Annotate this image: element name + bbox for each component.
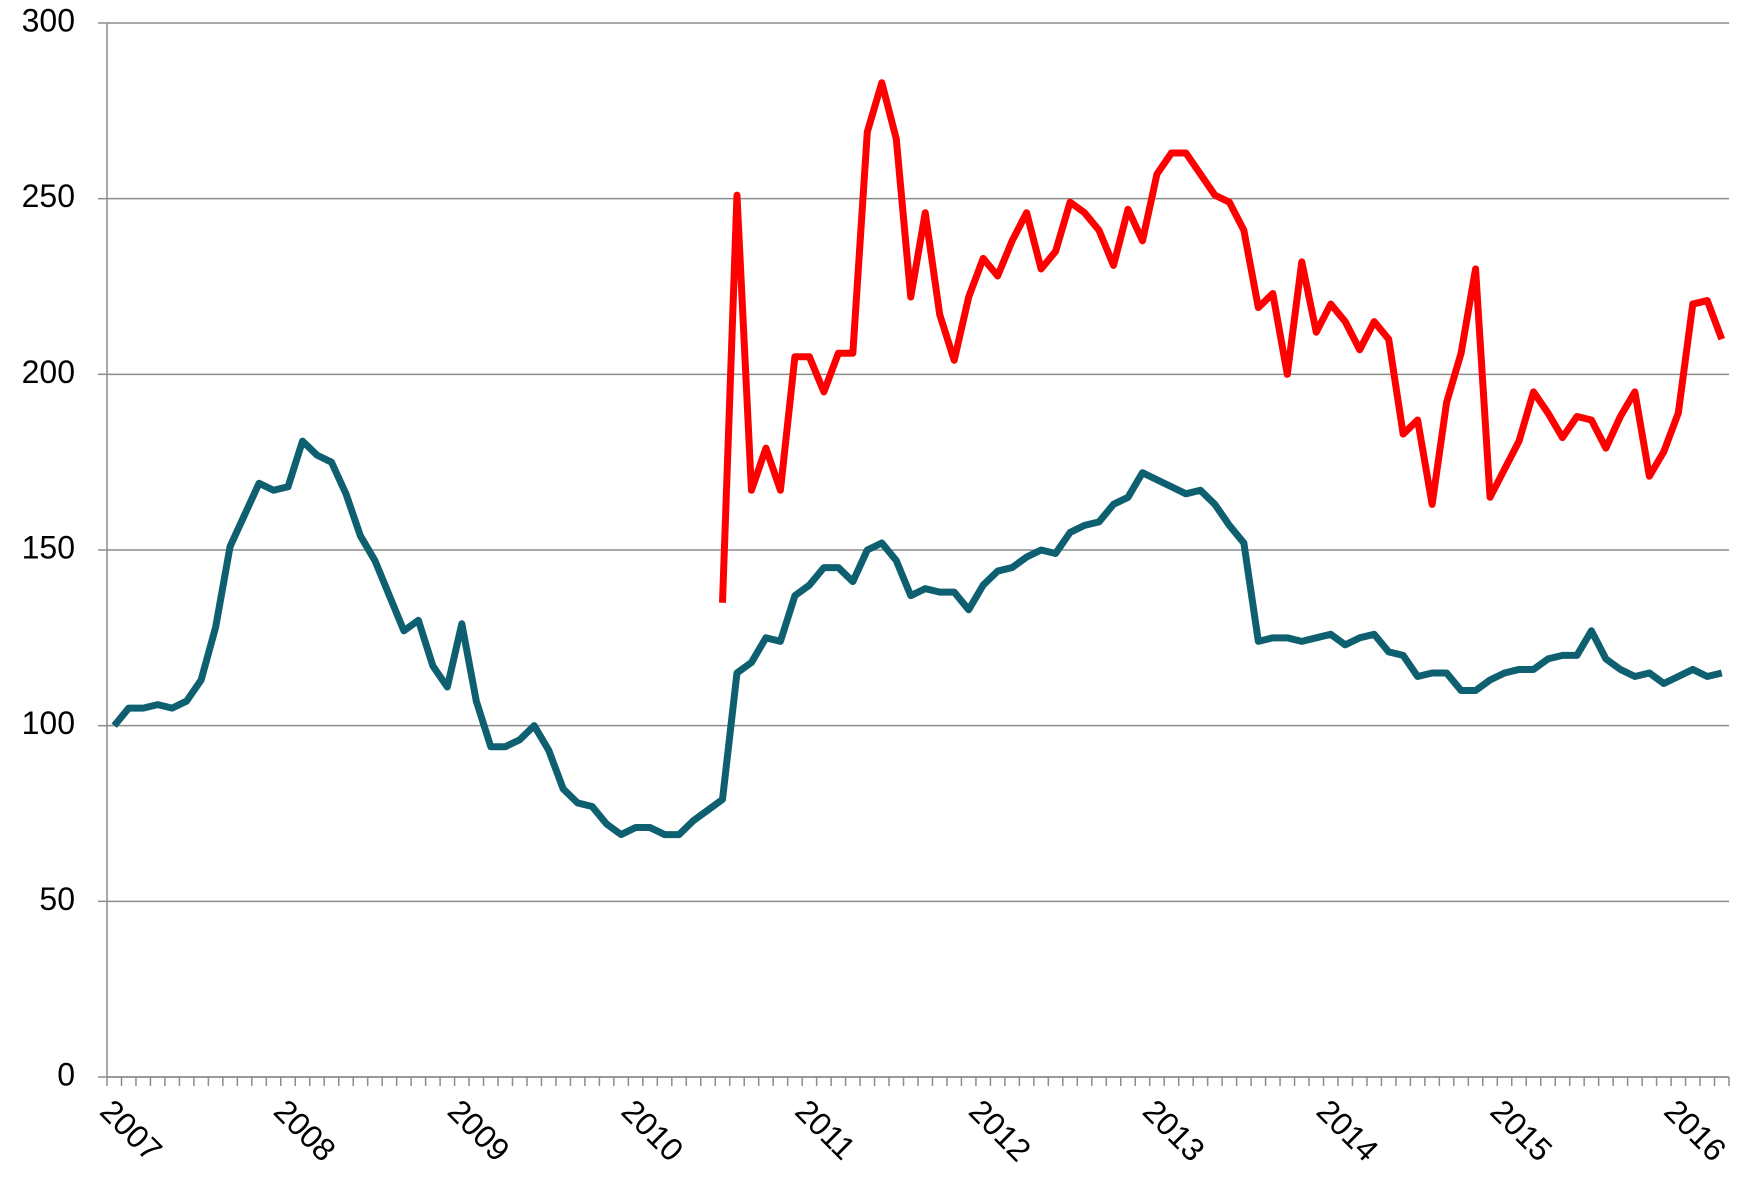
x-tick-label: 2014	[1310, 1092, 1386, 1168]
y-tick-label: 100	[22, 705, 75, 741]
x-tick-label: 2010	[615, 1092, 691, 1168]
x-tick-label: 2013	[1136, 1092, 1212, 1168]
x-tick-label: 2016	[1657, 1092, 1733, 1168]
y-tick-label: 0	[57, 1056, 75, 1092]
series-line	[718, 79, 1726, 603]
y-tick-label: 150	[22, 529, 75, 565]
y-tick-label: 300	[22, 2, 75, 38]
x-tick-label: 2009	[441, 1092, 517, 1168]
y-tick-label: 50	[39, 881, 75, 917]
x-tick-label: 2011	[788, 1092, 862, 1166]
series-line	[111, 437, 1723, 839]
y-tick-label: 250	[22, 178, 75, 214]
x-tick-label: 2008	[267, 1092, 343, 1168]
x-tick-label: 2012	[962, 1092, 1038, 1168]
x-tick-label: 2015	[1484, 1092, 1560, 1168]
x-tick-label: 2007	[93, 1092, 169, 1168]
y-tick-label: 200	[22, 354, 75, 390]
